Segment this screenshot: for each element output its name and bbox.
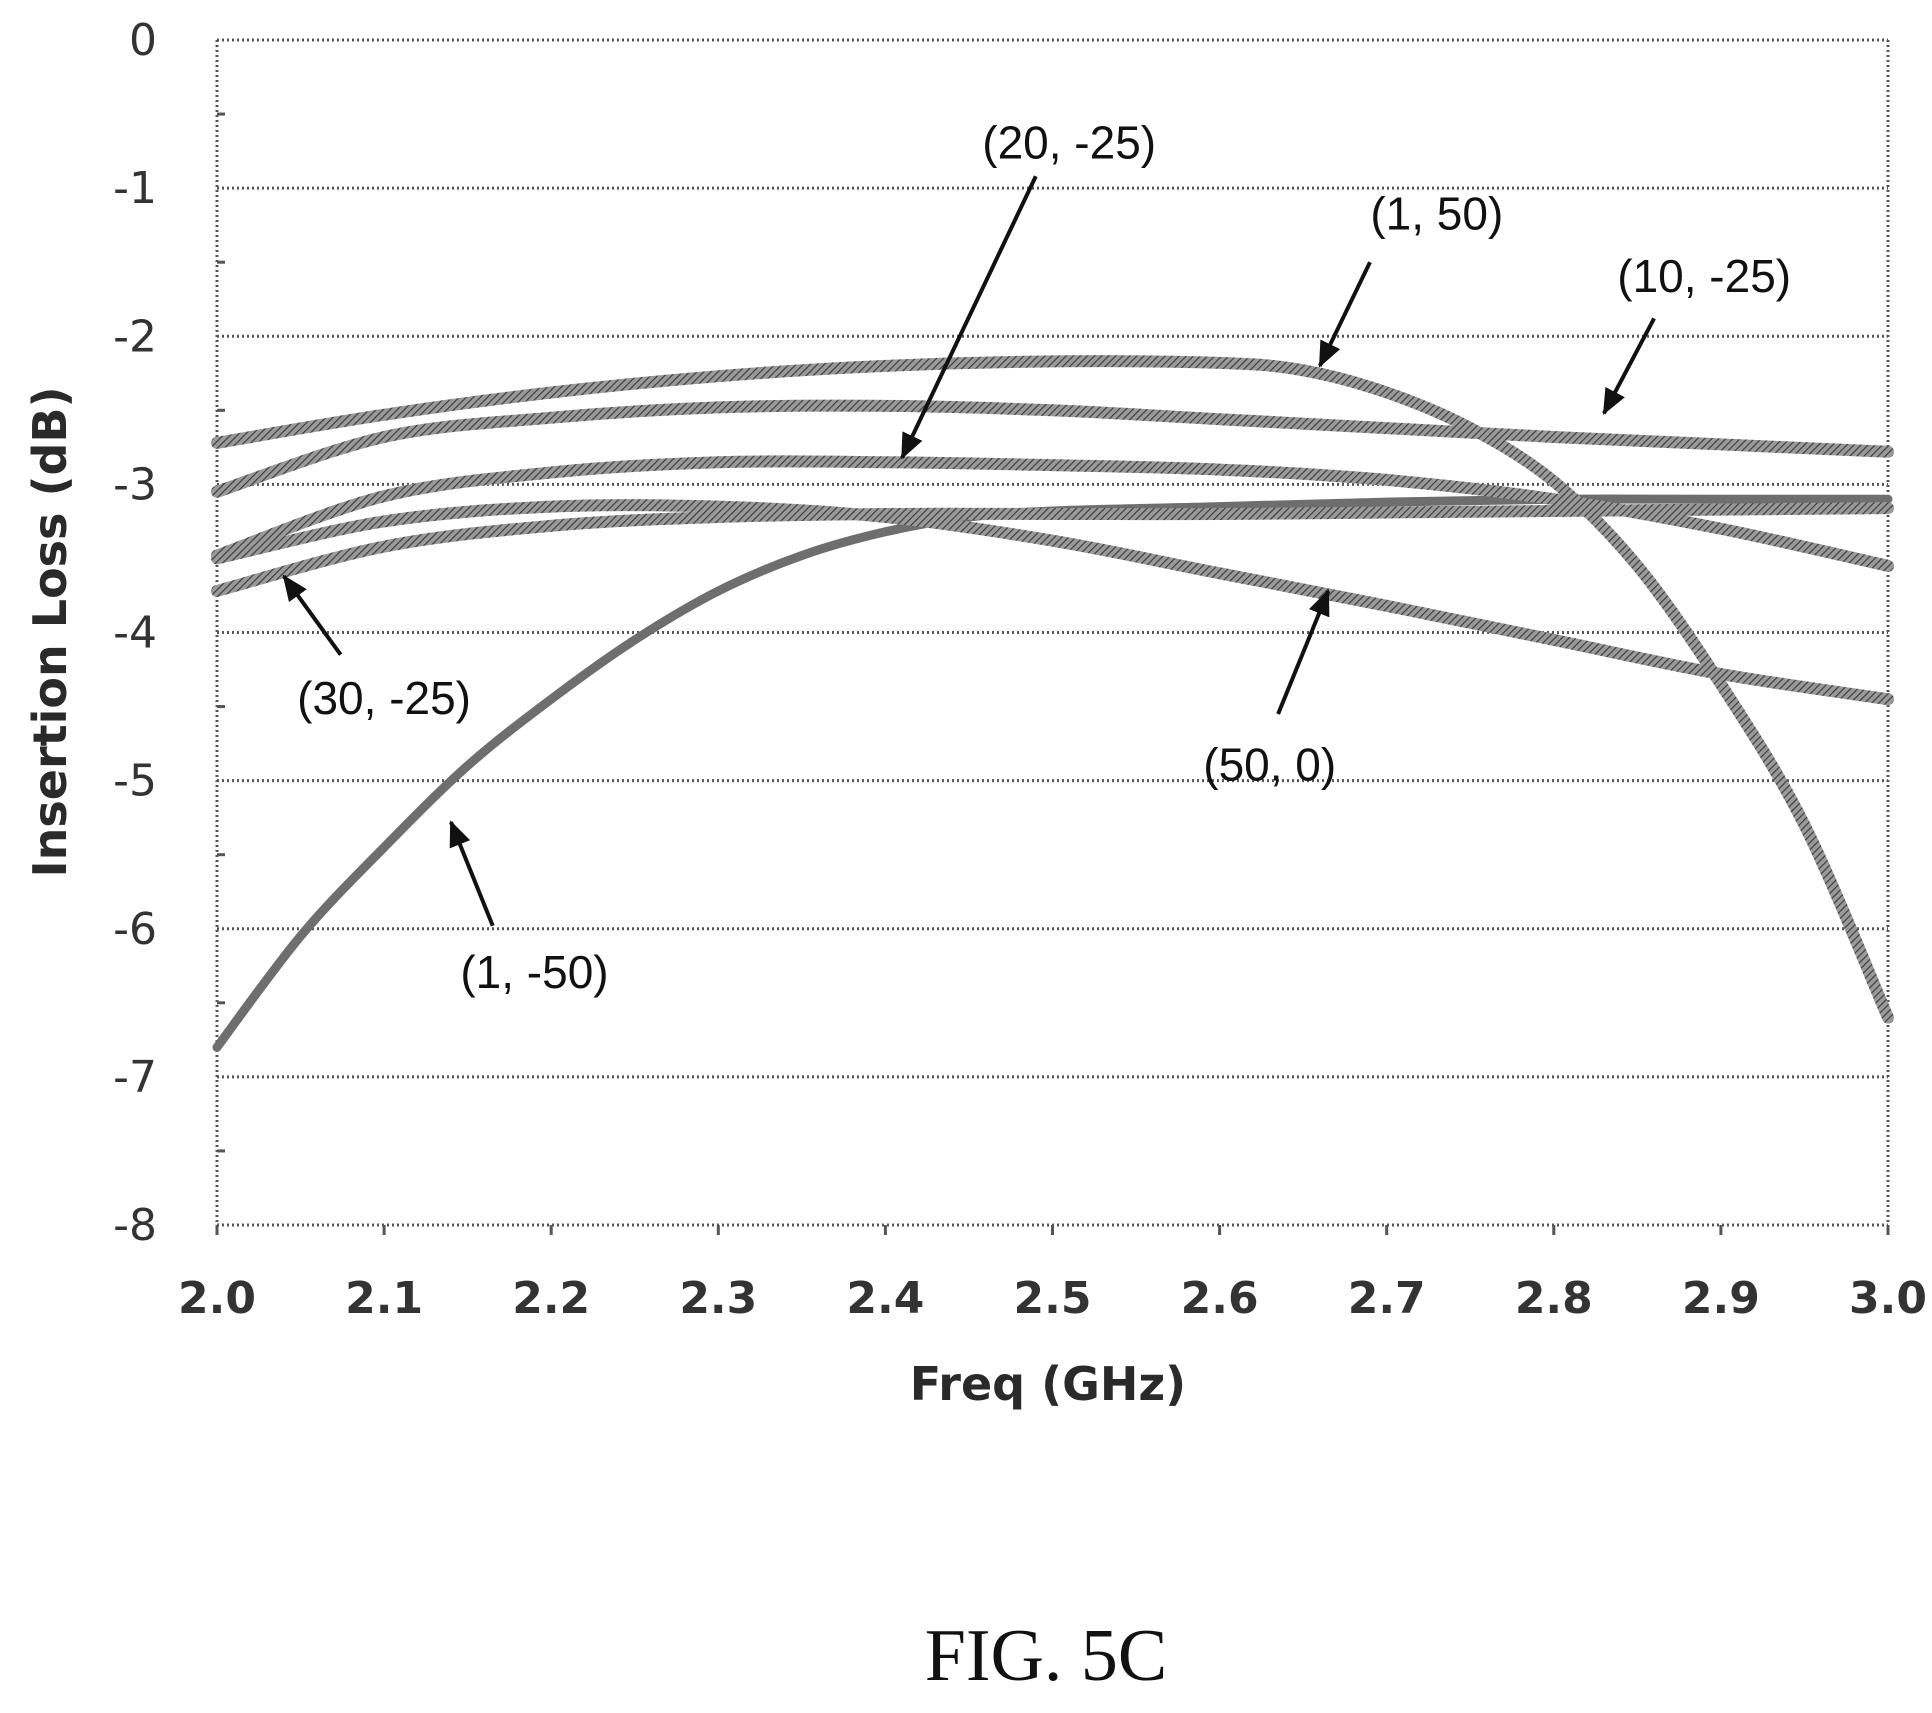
figure-caption: FIG. 5C	[925, 1615, 1168, 1697]
y-tick-label: -7	[113, 1052, 157, 1103]
y-tick-label: -4	[113, 608, 157, 659]
y-tick-label: -1	[113, 163, 157, 214]
annotation-arrow-10--25	[1602, 317, 1656, 416]
y-tick-label: -6	[113, 904, 157, 955]
series-line-20--25	[211, 455, 1894, 572]
x-tick-label: 3.0	[1849, 1273, 1927, 1324]
x-tick-label: 2.0	[178, 1273, 256, 1324]
series-line-1-50	[211, 355, 1894, 1024]
series-line-50-0	[211, 499, 1894, 706]
annotation-label-50-0: (50, 0)	[1203, 739, 1336, 791]
annotation-arrow-50-0	[1276, 589, 1331, 715]
x-tick-label: 2.3	[679, 1273, 757, 1324]
x-tick-label: 2.9	[1682, 1273, 1760, 1324]
series-line-30--25	[211, 502, 1894, 597]
y-tick-label: -8	[113, 1200, 157, 1251]
annotation-label-1--50: (1, -50)	[460, 946, 608, 998]
x-tick-label: 2.7	[1348, 1273, 1426, 1324]
annotation-arrow-1--50	[449, 820, 495, 927]
y-tick-label: 0	[129, 15, 157, 66]
annotation-label-30--25: (30, -25)	[297, 672, 471, 724]
x-tick-label: 2.6	[1181, 1273, 1259, 1324]
annotation-label-1-50: (1, 50)	[1370, 188, 1503, 240]
series-lines	[211, 355, 1894, 1052]
annotation-label-20--25: (20, -25)	[982, 117, 1156, 169]
x-axis-title: Freq (GHz)	[910, 1357, 1186, 1411]
y-tick-label: -3	[113, 459, 157, 510]
annotation-arrow-30--25	[282, 574, 343, 656]
x-tick-label: 2.2	[512, 1273, 590, 1324]
y-tick-label: -2	[113, 311, 157, 362]
annotations: (20, -25) (1, 50) (10, -25) (30, -25) (50, 0…	[282, 117, 1791, 998]
annotation-arrow-20--25	[900, 175, 1038, 460]
annotation-label-10--25: (10, -25)	[1617, 250, 1791, 302]
y-tick-label: -5	[113, 756, 157, 807]
x-tick-label: 2.8	[1515, 1273, 1593, 1324]
y-axis-title: Insertion Loss (dB)	[23, 387, 77, 878]
grid	[217, 38, 1888, 1227]
x-tick-label: 2.4	[846, 1273, 924, 1324]
series-line-10--25	[211, 399, 1894, 498]
axes: 0 -1 -2 -3 -4 -5 -6 -7 -8 2.0 2.1 2.2 2.3 2.4 2.5 2.6 2.…	[113, 15, 1927, 1324]
x-tick-label: 2.1	[345, 1273, 423, 1324]
annotation-arrow-1-50	[1318, 261, 1372, 368]
x-tick-label: 2.5	[1014, 1273, 1092, 1324]
